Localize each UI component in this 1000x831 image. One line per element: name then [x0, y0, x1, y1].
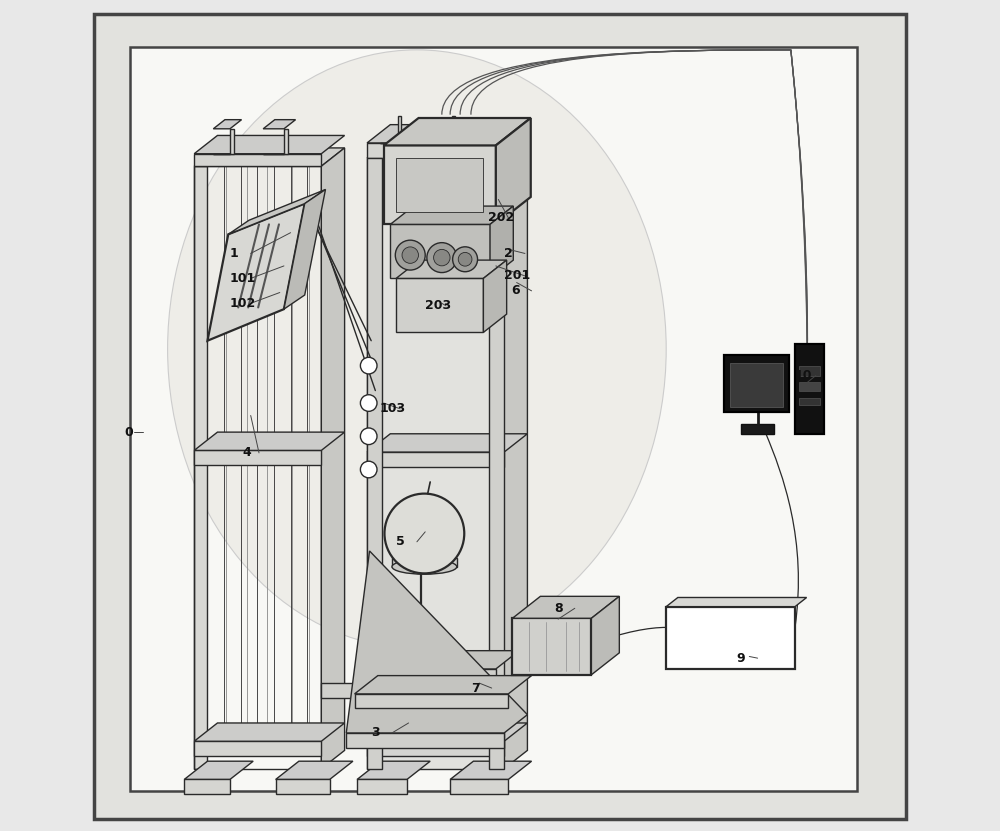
Polygon shape: [450, 779, 508, 794]
Polygon shape: [213, 129, 234, 154]
Text: 102: 102: [230, 297, 256, 310]
Polygon shape: [496, 118, 531, 224]
Polygon shape: [263, 129, 288, 154]
Text: 103: 103: [380, 402, 406, 416]
Text: 201: 201: [504, 269, 530, 283]
Polygon shape: [346, 551, 527, 733]
Polygon shape: [591, 597, 619, 675]
Polygon shape: [489, 158, 504, 769]
Polygon shape: [396, 260, 507, 278]
Polygon shape: [184, 761, 253, 779]
Polygon shape: [450, 761, 532, 779]
Polygon shape: [795, 344, 824, 434]
Polygon shape: [263, 120, 296, 129]
Text: 5: 5: [396, 535, 405, 548]
Polygon shape: [483, 260, 507, 332]
Text: 3: 3: [371, 726, 380, 740]
Circle shape: [453, 247, 478, 272]
Bar: [799, 382, 820, 391]
Circle shape: [458, 253, 472, 266]
Polygon shape: [367, 158, 504, 769]
Circle shape: [434, 249, 450, 266]
Ellipse shape: [168, 50, 666, 648]
Polygon shape: [396, 278, 483, 332]
Polygon shape: [355, 651, 519, 669]
Polygon shape: [367, 140, 527, 158]
Polygon shape: [321, 683, 367, 698]
Polygon shape: [367, 143, 504, 158]
Polygon shape: [390, 224, 490, 278]
Text: 9: 9: [737, 652, 745, 665]
Text: 203: 203: [425, 299, 451, 312]
Polygon shape: [321, 148, 345, 769]
Polygon shape: [367, 125, 527, 143]
Text: 10: 10: [795, 369, 813, 382]
Polygon shape: [194, 432, 345, 450]
Circle shape: [360, 357, 377, 374]
Polygon shape: [367, 452, 504, 467]
Polygon shape: [367, 434, 527, 452]
Polygon shape: [392, 558, 457, 567]
Circle shape: [360, 428, 377, 445]
Text: 7: 7: [471, 681, 480, 695]
Polygon shape: [355, 676, 532, 694]
Text: 0: 0: [124, 425, 133, 439]
Polygon shape: [355, 694, 508, 708]
Circle shape: [384, 494, 464, 573]
Text: 1: 1: [230, 247, 239, 260]
Circle shape: [360, 461, 377, 478]
Bar: [666, 607, 795, 669]
Polygon shape: [228, 189, 325, 234]
Text: 6: 6: [511, 284, 519, 297]
Polygon shape: [512, 597, 619, 618]
Text: 202: 202: [488, 211, 514, 224]
Polygon shape: [276, 761, 353, 779]
Polygon shape: [724, 355, 789, 412]
Bar: [396, 158, 483, 212]
Polygon shape: [194, 741, 321, 756]
Polygon shape: [434, 116, 455, 143]
Circle shape: [395, 240, 425, 270]
Polygon shape: [666, 597, 807, 607]
Circle shape: [360, 395, 377, 411]
Text: 4: 4: [242, 446, 251, 460]
Polygon shape: [390, 206, 513, 224]
Bar: [799, 398, 820, 405]
Polygon shape: [357, 761, 430, 779]
Bar: [130, 47, 857, 791]
Text: 101: 101: [230, 272, 256, 285]
Polygon shape: [284, 189, 325, 309]
Polygon shape: [213, 120, 242, 129]
Polygon shape: [357, 779, 407, 794]
Polygon shape: [194, 450, 321, 465]
Polygon shape: [512, 618, 591, 675]
Polygon shape: [367, 723, 527, 741]
Polygon shape: [741, 424, 774, 434]
Polygon shape: [367, 158, 382, 769]
Circle shape: [427, 243, 457, 273]
Polygon shape: [194, 154, 321, 166]
Polygon shape: [194, 148, 345, 166]
Polygon shape: [504, 140, 527, 769]
Text: 8: 8: [554, 602, 563, 615]
Polygon shape: [346, 733, 504, 748]
Polygon shape: [384, 145, 496, 224]
Polygon shape: [194, 166, 207, 769]
Polygon shape: [380, 116, 401, 143]
Polygon shape: [207, 204, 305, 341]
Polygon shape: [355, 669, 496, 686]
Ellipse shape: [392, 559, 457, 574]
Bar: [799, 366, 820, 376]
Polygon shape: [276, 779, 330, 794]
Polygon shape: [194, 135, 345, 154]
Polygon shape: [730, 363, 783, 407]
Polygon shape: [184, 779, 230, 794]
Text: 2: 2: [504, 247, 513, 260]
Polygon shape: [367, 741, 504, 756]
Polygon shape: [490, 206, 513, 278]
Polygon shape: [384, 118, 531, 145]
Polygon shape: [194, 723, 345, 741]
Circle shape: [402, 247, 418, 263]
